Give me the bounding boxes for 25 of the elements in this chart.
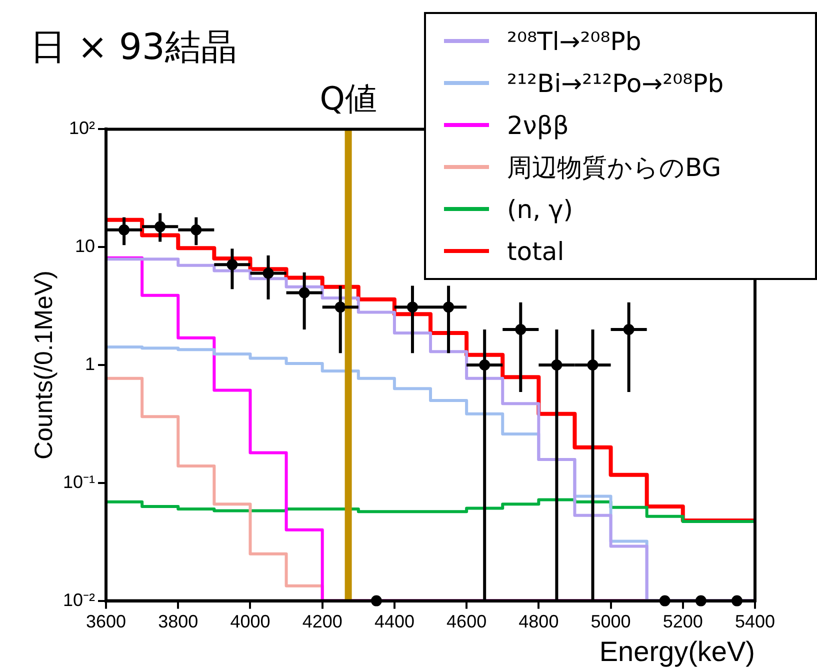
x-tick-label: 3800 xyxy=(158,612,198,632)
legend-label: (n, γ) xyxy=(507,194,574,224)
x-tick-label: 5200 xyxy=(662,612,703,632)
x-tick-label: 4400 xyxy=(374,612,414,632)
y-tick-label: 10⁻¹ xyxy=(63,472,96,492)
y-tick-label: 10⁻² xyxy=(63,590,96,610)
y-tick-label: 10 xyxy=(74,236,96,256)
chart-title: 日 × 93結晶 xyxy=(30,26,237,68)
x-tick-label: 5400 xyxy=(734,612,776,632)
legend-label: total xyxy=(507,236,564,266)
y-tick-label: 1 xyxy=(85,354,96,374)
ref-line-label: Q値 xyxy=(320,80,377,118)
x-tick-label: 4000 xyxy=(230,612,270,632)
x-tick-label: 3600 xyxy=(86,612,126,632)
legend-label: 2νββ xyxy=(507,110,569,140)
legend-label: 周辺物質からのBG xyxy=(507,152,722,184)
x-tick-label: 5000 xyxy=(590,612,631,632)
x-tick-label: 4200 xyxy=(302,612,342,632)
y-axis-title: Counts(/0.1MeV) xyxy=(30,270,58,460)
x-tick-label: 4800 xyxy=(518,612,559,632)
legend-label: ²¹²Bi→²¹²Po→²⁰⁸Pb xyxy=(507,68,724,98)
x-axis-title: Energy(keV) xyxy=(599,636,755,667)
x-tick-label: 4600 xyxy=(446,612,487,632)
y-tick-label: 10² xyxy=(69,118,96,138)
legend-label: ²⁰⁸Tl→²⁰⁸Pb xyxy=(507,26,642,56)
